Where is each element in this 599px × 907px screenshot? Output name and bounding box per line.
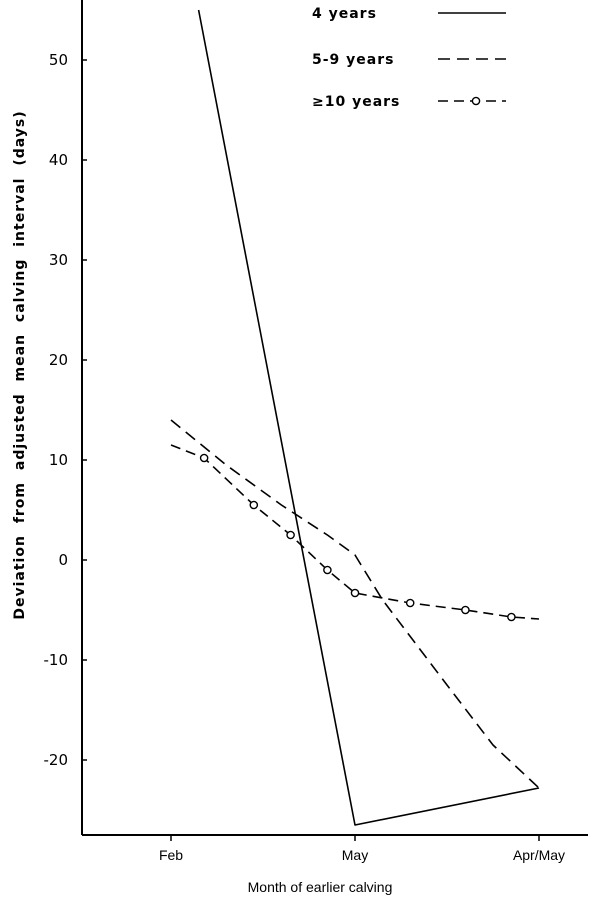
series-marker bbox=[350, 588, 360, 598]
x-axis-title: Month of earlier calving bbox=[248, 879, 393, 895]
y-tick-label: -10 bbox=[44, 651, 69, 669]
series-line bbox=[170, 444, 540, 620]
y-tick-label: 10 bbox=[49, 451, 68, 469]
axes bbox=[81, 0, 588, 836]
y-tick-label: 20 bbox=[49, 351, 68, 369]
series-marker bbox=[507, 612, 516, 622]
legend-label: ≥10 years bbox=[312, 94, 400, 110]
series-line bbox=[170, 419, 540, 789]
series-marker bbox=[199, 453, 209, 463]
series-marker bbox=[286, 530, 295, 540]
y-tick-label: 40 bbox=[49, 151, 68, 169]
legend: 4 years 5-9 years ≥10 years bbox=[312, 6, 506, 110]
series-marker bbox=[461, 605, 470, 615]
y-tick-label: 0 bbox=[58, 551, 68, 569]
series bbox=[170, 9, 540, 826]
x-tick-label: May bbox=[342, 847, 368, 863]
y-tick-label: 30 bbox=[49, 251, 68, 269]
series-marker bbox=[405, 598, 415, 608]
markers bbox=[199, 453, 516, 622]
y-axis-title: Deviation from adjusted mean calving int… bbox=[12, 110, 28, 619]
legend-label: 4 years bbox=[312, 6, 377, 22]
series-marker bbox=[249, 500, 259, 510]
x-tick-label: Feb bbox=[159, 847, 183, 863]
x-ticks: Feb May Apr/May bbox=[159, 835, 565, 863]
y-tick-label: 50 bbox=[49, 51, 68, 69]
legend-marker bbox=[471, 96, 481, 106]
x-tick-label: Apr/May bbox=[513, 847, 565, 863]
y-tick-label: -20 bbox=[44, 751, 69, 769]
series-line bbox=[197, 9, 540, 826]
legend-label: 5-9 years bbox=[312, 52, 394, 68]
y-ticks: 50 40 30 20 10 0 -10 -20 bbox=[44, 51, 87, 769]
series-marker bbox=[323, 565, 332, 575]
